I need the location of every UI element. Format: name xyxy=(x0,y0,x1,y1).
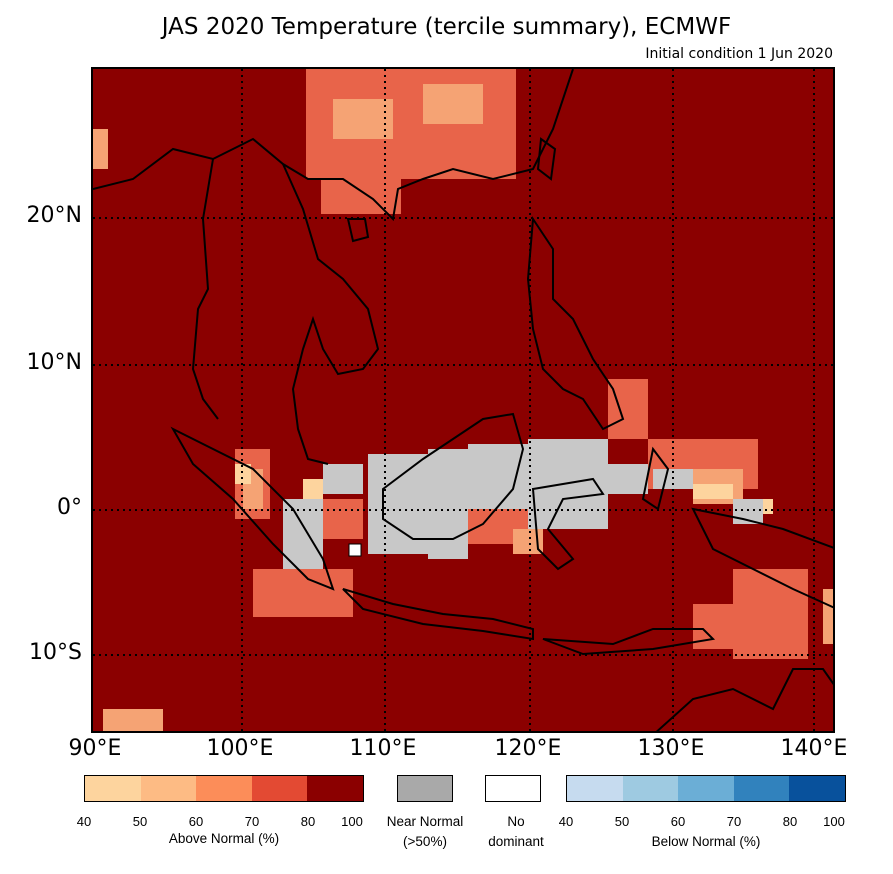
above-swatch-60-70 xyxy=(196,776,252,801)
lon-label-100e: 100°E xyxy=(206,736,274,761)
above-tick: 80 xyxy=(300,814,316,829)
above-tick: 40 xyxy=(76,814,92,829)
above-swatch-40-50 xyxy=(85,776,141,801)
lon-label-140e: 140°E xyxy=(780,736,848,761)
initial-condition-label: Initial condition 1 Jun 2020 xyxy=(645,46,833,62)
below-swatch-70-80 xyxy=(733,776,790,801)
above-tick: 70 xyxy=(244,814,260,829)
near-normal-label-line2: (>50%) xyxy=(403,834,447,849)
below-tick: 80 xyxy=(782,814,798,829)
lon-label-130e: 130°E xyxy=(637,736,705,761)
above-swatch-80-100 xyxy=(307,776,363,801)
above-tick: 100 xyxy=(341,814,363,829)
lat-label-0: 0° xyxy=(57,495,82,520)
near-normal-swatch xyxy=(397,775,453,802)
no-dominant-label-line1: No xyxy=(507,814,525,829)
coastlines xyxy=(93,69,833,731)
lon-label-110e: 110°E xyxy=(349,736,417,761)
below-swatch-40-50 xyxy=(567,776,623,801)
graticule xyxy=(93,69,833,731)
below-normal-colorbar xyxy=(566,775,846,802)
no-dominant-label-line2: dominant xyxy=(488,834,544,849)
above-swatch-70-80 xyxy=(251,776,308,801)
below-tick: 60 xyxy=(670,814,686,829)
below-tick: 50 xyxy=(614,814,630,829)
lat-label-10n: 10°N xyxy=(26,350,82,375)
above-normal-colorbar xyxy=(84,775,364,802)
above-tick: 60 xyxy=(188,814,204,829)
below-tick: 70 xyxy=(726,814,742,829)
above-normal-label: Above Normal (%) xyxy=(168,831,280,846)
chart-title: JAS 2020 Temperature (tercile summary), … xyxy=(161,14,732,40)
below-tick: 40 xyxy=(558,814,574,829)
lat-label-20n: 20°N xyxy=(26,203,82,228)
above-swatch-50-60 xyxy=(140,776,197,801)
below-swatch-80-100 xyxy=(789,776,845,801)
no-dominant-swatch xyxy=(485,775,541,802)
no-dominant-cell xyxy=(348,543,362,557)
lon-label-90e: 90°E xyxy=(68,736,122,761)
lat-label-10s: 10°S xyxy=(29,640,82,665)
below-tick: 100 xyxy=(823,814,845,829)
map-panel xyxy=(91,67,835,733)
above-tick: 50 xyxy=(132,814,148,829)
above-60-70-region xyxy=(235,69,808,659)
below-normal-label: Below Normal (%) xyxy=(651,834,761,849)
below-swatch-60-70 xyxy=(678,776,734,801)
lon-label-120e: 120°E xyxy=(494,736,562,761)
below-swatch-50-60 xyxy=(622,776,679,801)
map-canvas xyxy=(93,69,833,731)
near-normal-label-line1: Near Normal xyxy=(386,814,464,829)
